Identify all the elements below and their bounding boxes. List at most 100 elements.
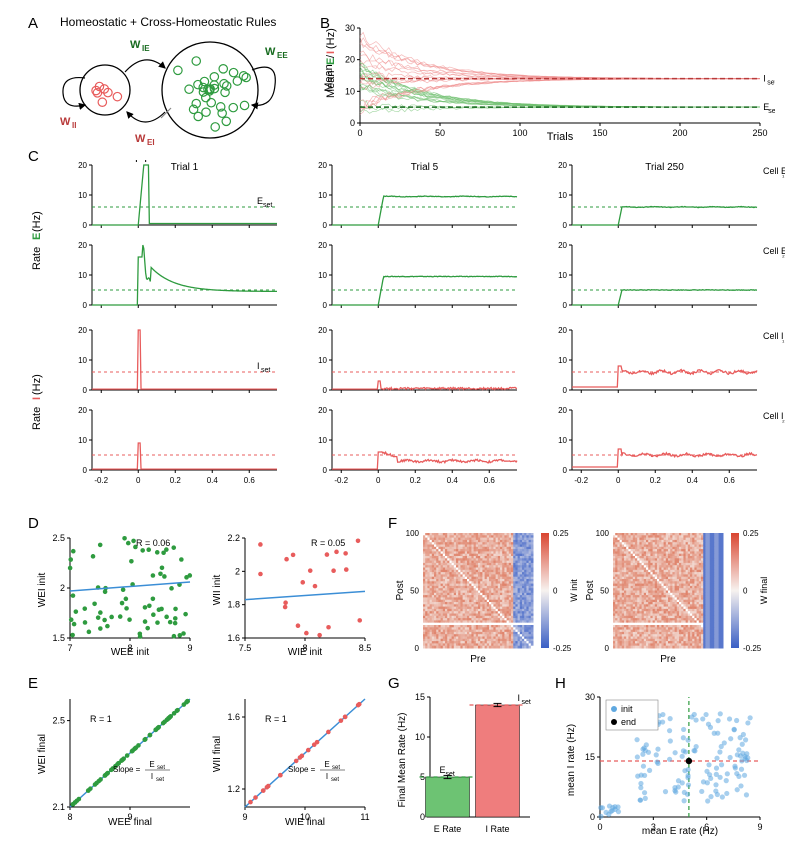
svg-text:I: I	[257, 361, 260, 371]
svg-text:W: W	[60, 116, 71, 128]
svg-text:150: 150	[592, 128, 607, 138]
svg-text:0.2: 0.2	[650, 476, 662, 485]
svg-text:0: 0	[323, 466, 328, 475]
svg-text:20: 20	[318, 406, 327, 415]
svg-text:0: 0	[563, 221, 568, 230]
svg-text:(Hz): (Hz)	[31, 374, 43, 395]
svg-text:I: I	[325, 51, 337, 54]
svg-text:0.6: 0.6	[724, 476, 736, 485]
svg-text:1.8: 1.8	[227, 600, 240, 610]
svg-text:0: 0	[83, 301, 88, 310]
svg-text:0: 0	[83, 221, 88, 230]
svg-text:E: E	[31, 233, 43, 240]
svg-text:Cell I: Cell I	[763, 331, 784, 341]
svg-text:10: 10	[558, 271, 567, 280]
svg-text:-0.25: -0.25	[553, 644, 572, 653]
svg-text:Rate: Rate	[31, 247, 43, 270]
svg-text:set: set	[156, 777, 164, 783]
svg-text:0: 0	[616, 476, 621, 485]
svg-text:II: II	[72, 121, 76, 130]
svg-text:0: 0	[323, 221, 328, 230]
svg-text:WEI init: WEI init	[37, 573, 48, 608]
svg-text:100: 100	[406, 529, 420, 538]
svg-text:2.1: 2.1	[52, 802, 65, 812]
svg-text:0: 0	[83, 466, 88, 475]
svg-text:W: W	[135, 133, 146, 145]
svg-text:10: 10	[78, 436, 87, 445]
svg-text:set: set	[767, 80, 775, 87]
svg-text:10: 10	[78, 356, 87, 365]
svg-text:Slope =: Slope =	[288, 765, 316, 774]
svg-text:0: 0	[350, 118, 355, 128]
svg-text:set: set	[768, 108, 775, 115]
svg-text:Mean: Mean	[325, 70, 337, 98]
svg-text:2: 2	[235, 566, 240, 576]
svg-text:R = 0.05: R = 0.05	[311, 538, 345, 548]
svg-text:2: 2	[60, 583, 65, 593]
svg-text:20: 20	[78, 326, 87, 335]
svg-text:7: 7	[67, 643, 72, 653]
svg-text:I: I	[31, 397, 43, 400]
svg-text:0.6: 0.6	[484, 476, 496, 485]
svg-text:WIE init: WIE init	[288, 647, 323, 658]
svg-text:0: 0	[415, 644, 420, 653]
svg-text:R = 1: R = 1	[265, 714, 287, 724]
svg-text:0: 0	[323, 301, 328, 310]
svg-text:0.4: 0.4	[207, 476, 219, 485]
svg-text:2.5: 2.5	[52, 533, 65, 543]
svg-text:Post: Post	[395, 580, 406, 600]
svg-text:W: W	[265, 46, 276, 58]
svg-text:0: 0	[376, 476, 381, 485]
svg-text:(Hz): (Hz)	[31, 211, 43, 232]
svg-text:10: 10	[318, 356, 327, 365]
svg-text:WEE final: WEE final	[108, 817, 152, 828]
svg-text:0.4: 0.4	[687, 476, 699, 485]
svg-text:0: 0	[563, 301, 568, 310]
svg-text:Trials: Trials	[547, 131, 574, 143]
svg-text:20: 20	[318, 241, 327, 250]
svg-text:WII init: WII init	[212, 575, 223, 606]
svg-text:10: 10	[78, 271, 87, 280]
svg-text:0.6: 0.6	[244, 476, 256, 485]
svg-text:WEE init: WEE init	[111, 647, 150, 658]
svg-text:9: 9	[187, 643, 192, 653]
svg-text:20: 20	[345, 55, 355, 65]
svg-text:WIE final: WIE final	[285, 817, 325, 828]
svg-text:0: 0	[136, 476, 141, 485]
svg-text:10: 10	[558, 356, 567, 365]
svg-text:EE: EE	[277, 51, 288, 60]
svg-text:20: 20	[78, 241, 87, 250]
svg-text:20: 20	[558, 241, 567, 250]
svg-text:50: 50	[435, 128, 445, 138]
svg-text:20: 20	[558, 406, 567, 415]
svg-text:11: 11	[360, 812, 369, 822]
svg-text:10: 10	[318, 271, 327, 280]
svg-text:9: 9	[242, 812, 247, 822]
svg-text:0: 0	[563, 386, 568, 395]
svg-text:2.2: 2.2	[227, 533, 240, 543]
svg-text:20: 20	[78, 406, 87, 415]
svg-text:I: I	[151, 772, 153, 781]
svg-text:0: 0	[83, 386, 88, 395]
svg-text:10: 10	[558, 436, 567, 445]
svg-text:0: 0	[563, 466, 568, 475]
svg-text:1.6: 1.6	[227, 712, 240, 722]
svg-text:Rate: Rate	[31, 407, 43, 430]
svg-text:200: 200	[672, 128, 687, 138]
svg-text:Trial 1: Trial 1	[171, 162, 199, 173]
svg-text:₂: ₂	[782, 417, 785, 424]
svg-text:Pre: Pre	[470, 654, 486, 665]
svg-text:EI: EI	[147, 138, 155, 145]
svg-text:0: 0	[323, 386, 328, 395]
svg-text:I: I	[326, 772, 328, 781]
svg-text:20: 20	[318, 161, 327, 170]
svg-text:0.25: 0.25	[553, 529, 569, 538]
svg-text:Trial 250: Trial 250	[645, 162, 684, 173]
svg-text:1.2: 1.2	[227, 784, 240, 794]
svg-text:-0.2: -0.2	[574, 476, 588, 485]
svg-text:0: 0	[553, 587, 558, 596]
svg-text:0.4: 0.4	[447, 476, 459, 485]
svg-text:-0.2: -0.2	[334, 476, 348, 485]
svg-text:IE: IE	[142, 44, 150, 53]
svg-text:30: 30	[345, 23, 355, 33]
